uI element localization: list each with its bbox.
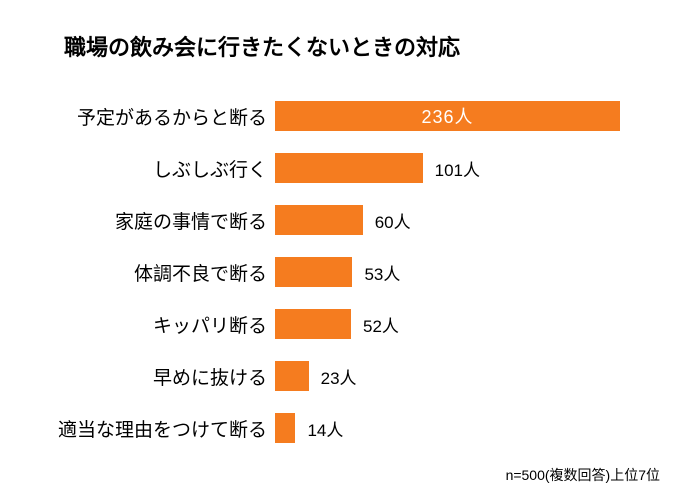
chart-footnote: n=500(複数回答)上位7位 — [506, 465, 660, 485]
bar-area: 14人 — [275, 413, 660, 443]
bar-area: 236人 — [275, 101, 660, 131]
row-label: 家庭の事情で断る — [40, 207, 275, 234]
row-label: 早めに抜ける — [40, 363, 275, 390]
bar — [275, 361, 309, 391]
row-label: 体調不良で断る — [40, 259, 275, 286]
row-label: 適当な理由をつけて断る — [40, 415, 275, 442]
bar-value: 14人 — [307, 416, 343, 441]
chart-row: しぶしぶ行く 101人 — [40, 142, 660, 194]
bar — [275, 153, 423, 183]
bar-area: 52人 — [275, 309, 660, 339]
chart-row: 体調不良で断る 53人 — [40, 246, 660, 298]
bar-value: 60人 — [375, 208, 411, 233]
row-label: しぶしぶ行く — [40, 155, 275, 182]
bar-chart: 予定があるからと断る 236人しぶしぶ行く 101人家庭の事情で断る 60人体調不良で… — [40, 90, 660, 454]
chart-title: 職場の飲み会に行きたくないときの対応 — [40, 30, 660, 62]
bar-inner-value: 236人 — [421, 103, 473, 129]
bar-area: 53人 — [275, 257, 660, 287]
row-label: キッパリ断る — [40, 311, 275, 338]
bar — [275, 257, 352, 287]
chart-row: キッパリ断る 52人 — [40, 298, 660, 350]
chart-row: 予定があるからと断る 236人 — [40, 90, 660, 142]
bar-value: 101人 — [435, 156, 480, 181]
bar-area: 60人 — [275, 205, 660, 235]
chart-row: 適当な理由をつけて断る 14人 — [40, 402, 660, 454]
bar — [275, 413, 295, 443]
bar-value: 53人 — [364, 260, 400, 285]
bar — [275, 205, 363, 235]
row-label: 予定があるからと断る — [40, 103, 275, 130]
bar — [275, 309, 351, 339]
bar-value: 52人 — [363, 312, 399, 337]
chart-row: 家庭の事情で断る 60人 — [40, 194, 660, 246]
chart-row: 早めに抜ける 23人 — [40, 350, 660, 402]
bar: 236人 — [275, 101, 620, 131]
bar-area: 101人 — [275, 153, 660, 183]
bar-area: 23人 — [275, 361, 660, 391]
bar-value: 23人 — [321, 364, 357, 389]
